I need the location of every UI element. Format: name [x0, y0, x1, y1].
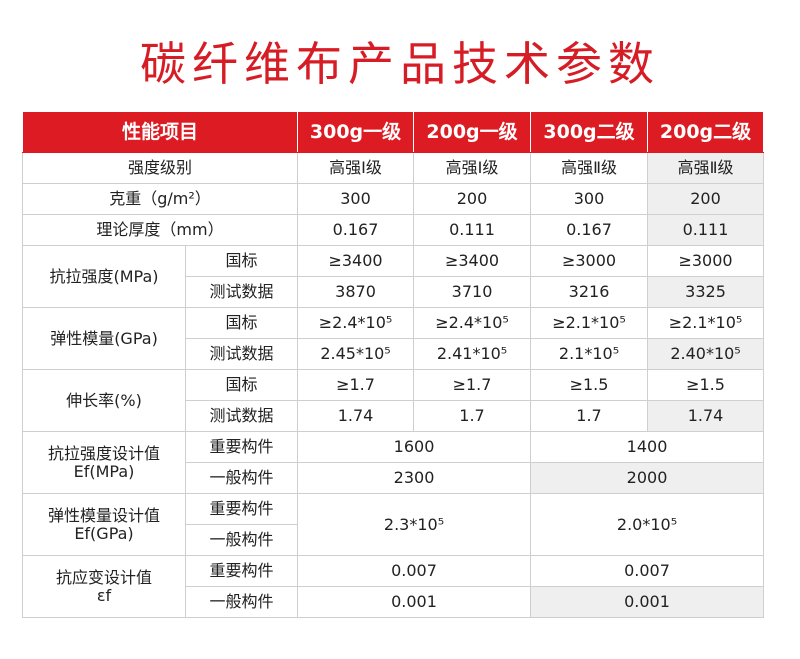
table-cell: 1.7	[530, 400, 649, 432]
table-row: 理论厚度（mm） 0.167 0.111 0.167 0.111	[21, 214, 765, 246]
row-label: 弹性模量设计值 Ef(GPa)	[22, 493, 186, 556]
table-cell: ≥1.5	[530, 369, 649, 401]
table-cell: ≥3000	[530, 245, 649, 277]
page-title: 碳纤维布产品技术参数	[140, 37, 660, 91]
table-row: 弹性模量设计值 Ef(GPa) 重要构件 2.3*10⁵ 2.0*10⁵	[22, 493, 765, 556]
sub-label: 测试数据	[184, 400, 299, 432]
row-label: 抗应变设计值 εf	[22, 555, 186, 618]
table-row: 克重（g/m²） 300 200 300 200	[21, 183, 765, 215]
table-cell: ≥3000	[647, 245, 765, 277]
table-row: 测试数据 2.45*10⁵ 2.41*10⁵ 2.1*10⁵ 2.40*10⁵	[23, 338, 765, 370]
table-row: 一般构件 2300 2000	[23, 462, 765, 494]
table-row: 抗拉强度设计值 Ef(MPa) 重要构件 1600 1400	[22, 431, 765, 494]
table-cell: 高强Ⅰ级	[413, 152, 532, 184]
table-cell: 0.007	[297, 555, 532, 587]
table-cell: 3710	[413, 276, 532, 308]
sub-label: 重要构件	[184, 493, 299, 525]
table-cell: 300	[530, 183, 649, 215]
table-cell: ≥2.4*10⁵	[413, 307, 532, 339]
table-header-row: 性能项目 300g一级 200g一级 300g二级 200g二级	[21, 111, 765, 153]
table-cell: 1.74	[647, 400, 765, 432]
table-row: 伸长率(%) 国标 ≥1.7 ≥1.7 ≥1.5 ≥1.5	[22, 369, 765, 432]
row-label: 理论厚度（mm）	[21, 214, 299, 246]
sub-label: 国标	[184, 369, 299, 401]
table-cell: 高强Ⅱ级	[530, 152, 649, 184]
table-cell: 0.111	[647, 214, 765, 246]
table-cell: ≥3400	[413, 245, 532, 277]
table-cell: 3216	[530, 276, 649, 308]
table-cell: 2.1*10⁵	[530, 338, 649, 370]
row-label: 弹性模量(GPa)	[22, 307, 186, 370]
table-cell: 2.45*10⁵	[297, 338, 415, 370]
table-row: 测试数据 1.74 1.7 1.7 1.74	[23, 400, 765, 432]
sub-label: 一般构件	[184, 524, 299, 556]
sub-label: 一般构件	[184, 462, 299, 494]
row-label-line: 弹性模量设计值	[47, 505, 160, 525]
table-cell: 3325	[647, 276, 765, 308]
row-label-unit: Ef(MPa)	[73, 461, 135, 481]
table-cell: 2.0*10⁵	[530, 493, 765, 556]
table-cell: 0.167	[530, 214, 649, 246]
table-cell: 0.167	[297, 214, 415, 246]
sub-label: 国标	[184, 307, 299, 339]
table-cell: 1600	[297, 431, 532, 463]
table-cell: 0.001	[297, 586, 532, 618]
table-cell: 0.001	[530, 586, 765, 618]
table-cell: 1.7	[413, 400, 532, 432]
table-row: 弹性模量(GPa) 国标 ≥2.4*10⁵ ≥2.4*10⁵ ≥2.1*10⁵ …	[22, 307, 765, 370]
table-row: 抗拉强度(MPa) 国标 ≥3400 ≥3400 ≥3000 ≥3000	[22, 245, 765, 308]
table-row: 强度级别 高强Ⅰ级 高强Ⅰ级 高强Ⅱ级 高强Ⅱ级	[21, 152, 765, 184]
table-cell: ≥1.5	[647, 369, 765, 401]
table-cell: 3870	[297, 276, 415, 308]
sub-label: 重要构件	[184, 555, 299, 587]
header-col-1: 300g一级	[297, 111, 415, 153]
spec-table: 性能项目 300g一级 200g一级 300g二级 200g二级 强度级别 高强…	[21, 111, 765, 618]
row-label-unit: Ef(GPa)	[74, 523, 134, 543]
table-cell: 0.111	[413, 214, 532, 246]
header-col-3: 300g二级	[530, 111, 649, 153]
table-row: 测试数据 3870 3710 3216 3325	[23, 276, 765, 308]
table-cell: 1.74	[297, 400, 415, 432]
sub-label: 国标	[184, 245, 299, 277]
table-cell: 2.3*10⁵	[297, 493, 532, 556]
header-col-2: 200g一级	[413, 111, 532, 153]
table-cell: ≥2.4*10⁵	[297, 307, 415, 339]
row-label: 抗拉强度(MPa)	[22, 245, 186, 308]
table-cell: 2.41*10⁵	[413, 338, 532, 370]
row-label-line: 抗应变设计值	[55, 567, 152, 587]
row-label-unit: εf	[96, 585, 112, 605]
table-cell: 200	[647, 183, 765, 215]
table-cell: ≥1.7	[297, 369, 415, 401]
table-cell: ≥2.1*10⁵	[530, 307, 649, 339]
table-cell: 1400	[530, 431, 765, 463]
table-row: 一般构件	[23, 524, 764, 556]
sub-label: 测试数据	[184, 338, 299, 370]
table-cell: 200	[413, 183, 532, 215]
table-cell: 高强Ⅰ级	[297, 152, 415, 184]
table-row: 一般构件 0.001 0.001	[23, 586, 765, 618]
table-cell: ≥3400	[297, 245, 415, 277]
header-item: 性能项目	[21, 111, 299, 153]
header-col-4: 200g二级	[647, 111, 765, 153]
table-cell: 300	[297, 183, 415, 215]
table-cell: 高强Ⅱ级	[647, 152, 765, 184]
table-cell: 0.007	[530, 555, 765, 587]
row-label: 克重（g/m²）	[21, 183, 299, 215]
row-label: 抗拉强度设计值 Ef(MPa)	[22, 431, 186, 494]
sub-label: 一般构件	[184, 586, 299, 618]
table-cell: 2.40*10⁵	[647, 338, 765, 370]
row-label: 强度级别	[21, 152, 299, 184]
row-label-line: 抗拉强度设计值	[47, 443, 160, 463]
table-cell: ≥1.7	[413, 369, 532, 401]
table-cell: 2300	[297, 462, 532, 494]
table-row: 抗应变设计值 εf 重要构件 0.007 0.007	[22, 555, 765, 618]
table-cell: 2000	[530, 462, 765, 494]
sub-label: 重要构件	[184, 431, 299, 463]
row-label: 伸长率(%)	[22, 369, 186, 432]
table-cell: ≥2.1*10⁵	[647, 307, 765, 339]
sub-label: 测试数据	[184, 276, 299, 308]
